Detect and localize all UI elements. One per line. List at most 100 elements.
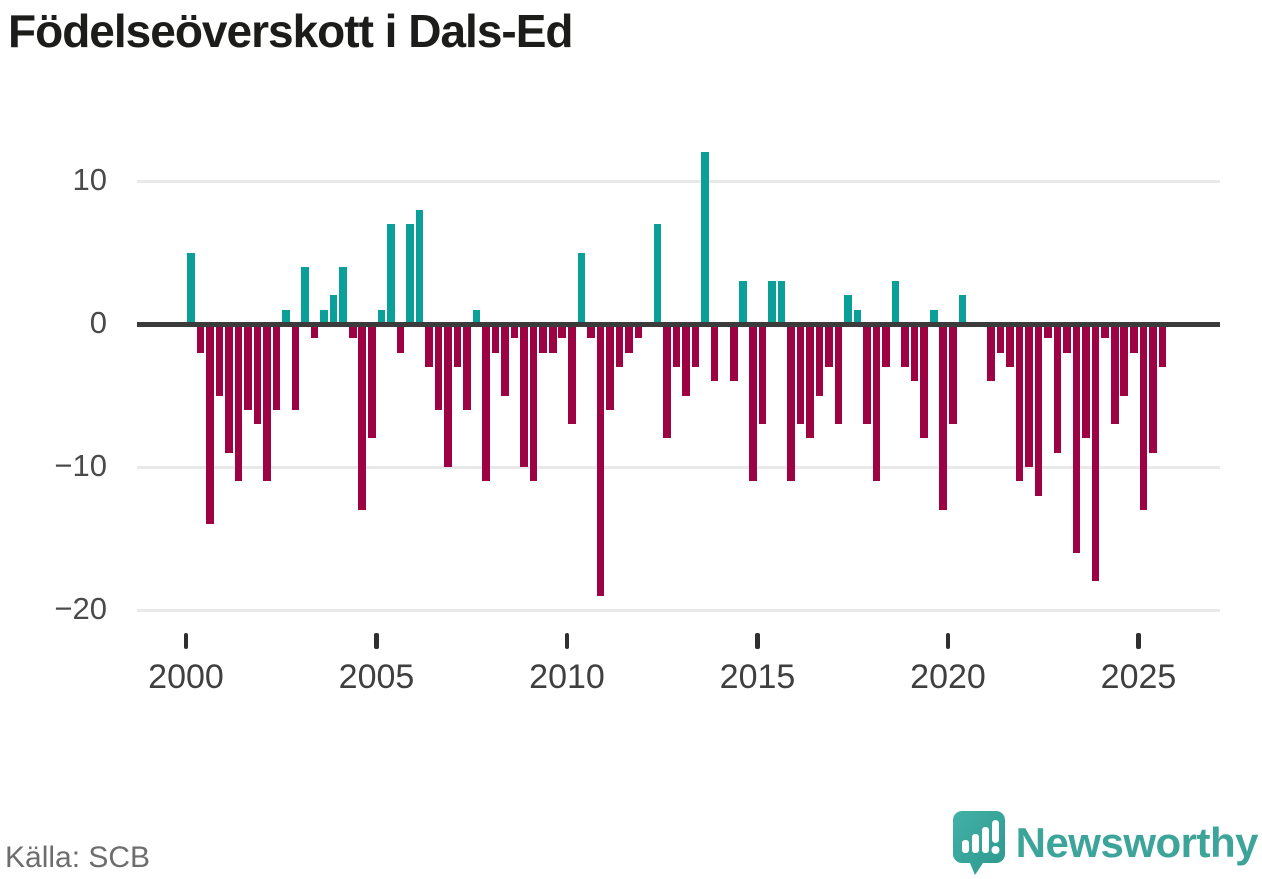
chart-title: Födelseöverskott i Dals-Ed: [8, 5, 573, 57]
bar-2000Q3: [206, 324, 214, 525]
bar-2011Q1: [606, 324, 614, 410]
bar-2014Q2: [729, 324, 738, 382]
bar-2002Q2: [272, 324, 281, 410]
x-axis-label: 2000: [148, 658, 224, 696]
x-axis-tick: [1136, 633, 1141, 649]
bar-2019Q4: [939, 324, 948, 510]
bar-2014Q4: [748, 324, 757, 482]
x-axis-tick: [945, 633, 951, 649]
bar-2023Q1: [1063, 324, 1071, 353]
x-axis-tick: [564, 633, 570, 649]
bar-2009Q2: [539, 324, 548, 353]
bar-2001Q3: [244, 324, 252, 410]
bar-2025Q3: [1158, 324, 1167, 367]
bar-2008Q2: [501, 324, 509, 396]
bar-2022Q2: [1034, 324, 1043, 496]
x-axis-label: 2010: [529, 658, 605, 696]
bar-2024Q1: [1101, 324, 1109, 339]
y-gridline: [137, 179, 1220, 183]
bar-2004Q1: [339, 266, 347, 324]
bar-2015Q4: [787, 324, 795, 482]
bar-2014Q3: [739, 281, 748, 324]
bar-2001Q4: [253, 324, 262, 425]
bar-2006Q2: [425, 324, 433, 367]
bar-2011Q4: [634, 324, 643, 339]
bar-2024Q2: [1110, 324, 1119, 425]
bar-2007Q4: [482, 324, 490, 482]
bar-2016Q3: [815, 324, 824, 396]
x-axis-tick: [755, 633, 760, 649]
bar-2004Q4: [367, 324, 376, 439]
bar-2003Q2: [310, 324, 319, 339]
x-axis-label: 2025: [1100, 658, 1177, 696]
bar-2018Q1: [872, 324, 881, 482]
bar-2022Q4: [1053, 324, 1062, 453]
bar-2018Q3: [891, 281, 900, 324]
bar-2012Q3: [663, 324, 671, 439]
bar-2008Q4: [520, 324, 528, 467]
bar-2019Q1: [910, 324, 919, 382]
bar-2017Q3: [853, 309, 862, 324]
x-axis-label: 2005: [338, 658, 415, 696]
source-note: Källa: SCB: [5, 841, 151, 874]
x-axis-label: 2020: [910, 658, 986, 696]
bar-2006Q1: [415, 209, 424, 324]
bar-2005Q3: [396, 324, 405, 353]
bar-2007Q2: [463, 324, 471, 410]
bar-2005Q1: [377, 309, 386, 324]
bar-2007Q3: [472, 309, 481, 324]
newsworthy-wordmark: Newsworthy: [1015, 819, 1259, 866]
bar-2008Q1: [491, 324, 500, 353]
bar-2018Q4: [901, 324, 909, 367]
bar-2016Q4: [825, 324, 833, 367]
bar-2010Q3: [587, 324, 595, 339]
bar-2010Q2: [577, 252, 586, 324]
bar-2002Q1: [263, 324, 271, 482]
bar-2016Q1: [796, 324, 805, 425]
bar-2005Q4: [406, 223, 414, 324]
bar-2003Q1: [301, 266, 309, 324]
x-axis-tick: [183, 633, 189, 649]
bar-2021Q1: [987, 324, 995, 382]
bar-2022Q3: [1044, 324, 1052, 339]
bar-2006Q3: [434, 324, 443, 410]
bar-2002Q3: [282, 309, 290, 324]
y-axis-label: −20: [54, 591, 107, 626]
bar-2020Q1: [949, 324, 957, 425]
bar-2000Q4: [215, 324, 224, 396]
bar-2002Q4: [291, 324, 300, 410]
newsworthy-logo: Newsworthy: [952, 810, 1259, 876]
bar-2015Q2: [768, 281, 776, 324]
bar-2013Q1: [682, 324, 690, 396]
bar-chart-speech-bubble-icon: [952, 811, 1005, 875]
x-axis-tick: [374, 633, 379, 649]
bar-2010Q1: [568, 324, 576, 425]
bar-2019Q3: [929, 309, 938, 324]
bar-2013Q2: [691, 324, 700, 367]
bar-2015Q1: [758, 324, 767, 425]
y-axis-label: 10: [72, 162, 107, 197]
bar-2017Q1: [834, 324, 843, 425]
bar-2012Q2: [653, 223, 662, 324]
bar-2021Q3: [1006, 324, 1014, 367]
bar-2007Q1: [453, 324, 462, 367]
bar-2005Q2: [387, 223, 395, 324]
bar-2013Q4: [710, 324, 719, 382]
y-axis-label: 0: [89, 305, 107, 340]
bar-2020Q2: [958, 295, 967, 324]
bar-2001Q1: [225, 324, 233, 453]
y-axis-label: −10: [54, 448, 107, 483]
bar-2018Q2: [882, 324, 890, 367]
bar-2009Q3: [548, 324, 557, 353]
bar-2003Q4: [329, 295, 338, 324]
bar-2013Q3: [701, 152, 709, 324]
bar-2000Q1: [187, 252, 195, 324]
bar-2023Q2: [1072, 324, 1081, 553]
bar-2021Q2: [996, 324, 1005, 353]
y-gridline: [137, 608, 1220, 612]
bar-2008Q3: [510, 324, 519, 339]
bar-2011Q3: [625, 324, 633, 353]
bar-2010Q4: [596, 324, 605, 596]
bar-2012Q4: [672, 324, 681, 367]
bar-2022Q1: [1025, 324, 1033, 467]
